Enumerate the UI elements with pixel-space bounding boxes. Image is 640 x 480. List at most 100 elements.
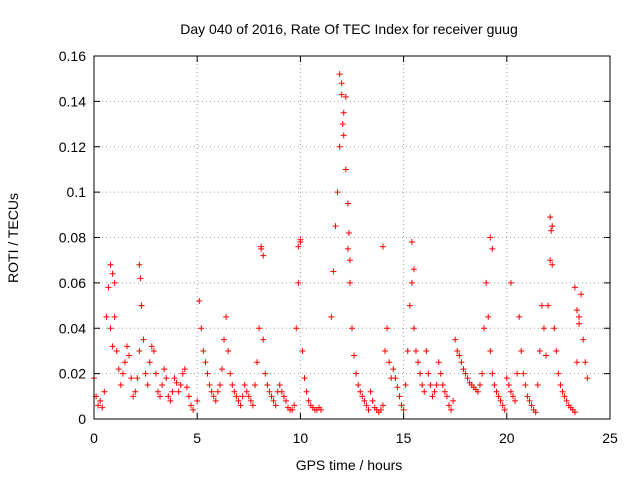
data-point [582, 359, 589, 366]
data-point [390, 366, 397, 373]
data-point [338, 80, 345, 87]
data-point [256, 325, 263, 332]
data-point [501, 406, 508, 413]
data-point [157, 393, 164, 400]
data-point [342, 166, 349, 173]
data-point [408, 279, 415, 286]
data-point [425, 370, 432, 377]
data-point [247, 397, 254, 404]
data-point [262, 370, 269, 377]
data-point [367, 388, 374, 395]
data-point [130, 393, 137, 400]
data-point [489, 245, 496, 252]
data-point [379, 243, 386, 250]
data-point [260, 336, 267, 343]
data-point [299, 347, 306, 354]
data-point [229, 381, 236, 388]
data-point [346, 257, 353, 264]
data-point [553, 347, 560, 354]
data-point [355, 381, 362, 388]
data-point [115, 366, 122, 373]
data-point [437, 370, 444, 377]
data-point [573, 359, 580, 366]
data-point [532, 409, 539, 416]
data-point [396, 393, 403, 400]
axes: 0 0.02 0.04 0.06 0.08 0.1 0.12 0.14 0.16 0 5 10 15 20… [59, 48, 618, 446]
data-point [557, 381, 564, 388]
data-point [111, 313, 118, 320]
data-point [270, 397, 277, 404]
data-point [249, 402, 256, 409]
x-tick-label: 25 [602, 430, 618, 446]
data-point [559, 388, 566, 395]
data-point [245, 393, 252, 400]
data-point [293, 325, 300, 332]
data-point [254, 359, 261, 366]
data-point [282, 397, 289, 404]
data-point [183, 384, 190, 391]
data-point [107, 261, 114, 268]
data-point [431, 388, 438, 395]
data-point [344, 245, 351, 252]
data-point [221, 336, 228, 343]
y-tick-label: 0.1 [67, 184, 87, 200]
data-point [109, 343, 116, 350]
x-tick-label: 5 [193, 430, 201, 446]
data-point [260, 252, 267, 259]
data-point [198, 325, 205, 332]
data-point [357, 388, 364, 395]
data-point [241, 381, 248, 388]
data-point [555, 370, 562, 377]
data-point [289, 406, 296, 413]
data-point [412, 347, 419, 354]
data-point [580, 336, 587, 343]
data-point [303, 388, 310, 395]
data-point [520, 370, 527, 377]
data-point [305, 397, 312, 404]
data-point [379, 402, 386, 409]
data-point [423, 347, 430, 354]
data-point [169, 388, 176, 395]
data-point [144, 381, 151, 388]
data-point [161, 366, 168, 373]
data-point [359, 393, 366, 400]
data-point [113, 347, 120, 354]
data-point [547, 257, 554, 264]
data-point [134, 375, 141, 382]
y-tick-label: 0.08 [59, 230, 86, 246]
data-point [278, 388, 285, 395]
data-point [194, 397, 201, 404]
data-point [218, 366, 225, 373]
data-point [576, 320, 583, 327]
data-point [268, 393, 275, 400]
data-point [107, 325, 114, 332]
data-point [105, 284, 112, 291]
data-point [545, 302, 552, 309]
data-point [126, 352, 133, 359]
data-point [227, 370, 234, 377]
data-point [175, 388, 182, 395]
data-point [318, 406, 325, 413]
data-point [483, 279, 490, 286]
y-tick-label: 0.14 [59, 93, 86, 109]
data-point [462, 370, 469, 377]
data-point [514, 370, 521, 377]
data-point [204, 370, 211, 377]
data-point [239, 393, 246, 400]
data-point [417, 370, 424, 377]
data-point [339, 121, 346, 128]
data-point [235, 397, 242, 404]
data-point [576, 313, 583, 320]
x-axis-label: GPS time / hours [296, 457, 403, 473]
data-point [103, 313, 110, 320]
data-point [200, 347, 207, 354]
data-point [493, 388, 500, 395]
data-point [345, 229, 352, 236]
data-point [233, 393, 240, 400]
data-point [571, 409, 578, 416]
data-point [297, 236, 304, 243]
data-point [563, 397, 570, 404]
data-point [214, 388, 221, 395]
